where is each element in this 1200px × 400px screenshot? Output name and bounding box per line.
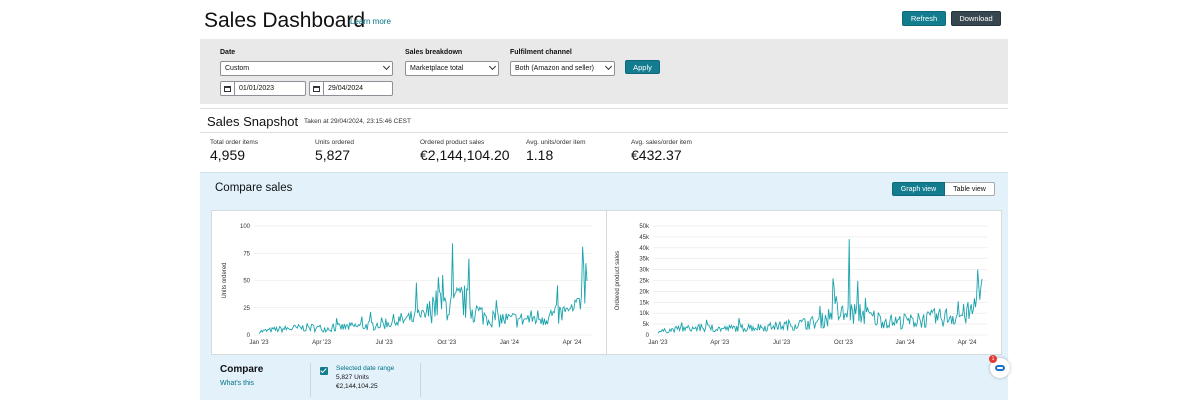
selected-range-checkbox[interactable] <box>320 367 328 375</box>
date-select-value: Custom <box>225 65 250 72</box>
start-date-field[interactable]: 01/01/2023 <box>220 81 306 96</box>
y-tick-label: 15k <box>639 300 650 306</box>
y-axis-label: Ordered product sales <box>615 251 621 310</box>
x-tick-label: Jul '23 <box>376 340 394 346</box>
graph-view-button[interactable]: Graph view <box>892 182 945 196</box>
y-tick-label: 20k <box>639 289 650 295</box>
end-date-field[interactable]: 29/04/2024 <box>309 81 393 96</box>
y-tick-label: 25 <box>243 306 250 312</box>
whats-this-link[interactable]: What's this <box>220 380 255 387</box>
notification-badge: 1 <box>989 355 997 363</box>
top-bar: Sales Dashboard Learn more Refresh Downl… <box>200 0 1008 38</box>
y-tick-label: 100 <box>240 224 251 230</box>
date-select[interactable]: Custom <box>220 61 393 76</box>
x-tick-label: Jan '23 <box>249 340 269 346</box>
selected-range-label: Selected date range <box>336 365 395 372</box>
series-line <box>657 239 983 334</box>
y-tick-label: 35k <box>639 257 650 263</box>
y-tick-label: 0 <box>646 333 650 339</box>
chat-link-icon <box>995 365 1005 371</box>
compare-sales-title: Compare sales <box>215 182 293 194</box>
page-title: Sales Dashboard <box>204 9 366 32</box>
snapshot-title: Sales Snapshot <box>207 114 299 129</box>
snapshot-header: Sales Snapshot Taken at 29/04/2024, 23:1… <box>200 109 1008 133</box>
y-tick-label: 45k <box>639 235 650 241</box>
y-tick-label: 50k <box>639 224 650 230</box>
y-tick-label: 75 <box>243 251 250 257</box>
table-view-button[interactable]: Table view <box>945 182 995 196</box>
download-button[interactable]: Download <box>951 11 1001 26</box>
metric-avg-units-per-order-item: Avg. units/order item 1.18 <box>526 139 586 163</box>
x-tick-label: Jan '23 <box>648 340 668 346</box>
metric-avg-sales-per-order-item: Avg. sales/order item €432.37 <box>631 139 692 163</box>
x-tick-label: Jan '24 <box>896 340 916 346</box>
metric-total-order-items: Total order items 4,959 <box>210 139 259 163</box>
y-tick-label: 30k <box>639 268 650 274</box>
y-tick-label: 40k <box>639 246 650 252</box>
learn-more-link[interactable]: Learn more <box>350 17 391 26</box>
x-tick-label: Jan '24 <box>500 340 520 346</box>
y-tick-label: 5k <box>643 322 650 328</box>
y-tick-label: 10k <box>639 311 650 317</box>
sales-breakdown-select[interactable]: Marketplace total <box>405 61 499 76</box>
start-date-value: 01/01/2023 <box>239 85 275 92</box>
sales-breakdown-label: Sales breakdown <box>405 49 463 56</box>
apply-button[interactable]: Apply <box>625 60 660 74</box>
chevron-down-icon <box>604 62 613 71</box>
chevron-down-icon <box>488 62 497 71</box>
metric-units-ordered: Units ordered 5,827 <box>315 139 355 163</box>
y-tick-label: 50 <box>243 279 250 285</box>
x-tick-label: Oct '23 <box>437 340 456 346</box>
x-tick-label: Apr '23 <box>710 340 729 346</box>
refresh-button[interactable]: Refresh <box>902 11 946 26</box>
x-tick-label: Apr '23 <box>312 340 331 346</box>
sales-snapshot: Sales Snapshot Taken at 29/04/2024, 23:1… <box>200 108 1008 170</box>
sales-breakdown-value: Marketplace total <box>410 65 464 72</box>
snapshot-timestamp: Taken at 29/04/2024, 23:15:46 CEST <box>304 118 411 125</box>
fulfilment-channel-label: Fulfilment channel <box>510 49 572 56</box>
y-tick-label: 25k <box>639 279 650 285</box>
compare-label: Compare <box>220 364 264 375</box>
chevron-down-icon <box>382 62 391 71</box>
fulfilment-channel-select[interactable]: Both (Amazon and seller) <box>510 61 615 76</box>
divider <box>420 363 421 397</box>
date-label: Date <box>220 49 236 56</box>
calendar-icon <box>310 82 324 95</box>
selected-range-units: 5,827 Units <box>336 374 369 381</box>
units-ordered-chart: 0 25 50 75 100 Jan '23 Apr '23 Jul '23 Oct '23 Ja… <box>211 210 607 355</box>
ordered-product-sales-chart-svg: 0 5k 10k 15k 20k 25k 30k 35k 40k 45k 50k Jan '23 Apr… <box>615 224 987 346</box>
ordered-product-sales-chart: 0 5k 10k 15k 20k 25k 30k 35k 40k 45k 50k Jan '23 Apr… <box>606 210 1002 355</box>
y-axis-label: Units ordered <box>222 262 228 298</box>
filter-panel: Date Custom 01/01/2023 29/04/2024 Sales … <box>200 39 1008 104</box>
compare-sales-section: Compare sales Graph view Table view 0 25 5… <box>200 172 1008 400</box>
x-tick-label: Apr '24 <box>563 340 582 346</box>
x-tick-label: Jul '23 <box>773 340 791 346</box>
end-date-value: 29/04/2024 <box>328 85 364 92</box>
series-line <box>258 243 588 334</box>
view-toggle: Graph view Table view <box>892 182 995 196</box>
x-tick-label: Apr '24 <box>958 340 977 346</box>
units-ordered-chart-svg: 0 25 50 75 100 Jan '23 Apr '23 Jul '23 Oct '23 Ja… <box>222 224 592 346</box>
calendar-icon <box>221 82 235 95</box>
selected-range-sales: €2,144,104.25 <box>336 383 378 390</box>
y-tick-label: 0 <box>247 333 251 339</box>
divider <box>310 363 311 397</box>
fulfilment-channel-value: Both (Amazon and seller) <box>515 65 594 72</box>
metric-ordered-product-sales: Ordered product sales €2,144,104.20 <box>420 139 510 163</box>
help-chat-button[interactable] <box>990 358 1010 378</box>
x-tick-label: Oct '23 <box>834 340 853 346</box>
